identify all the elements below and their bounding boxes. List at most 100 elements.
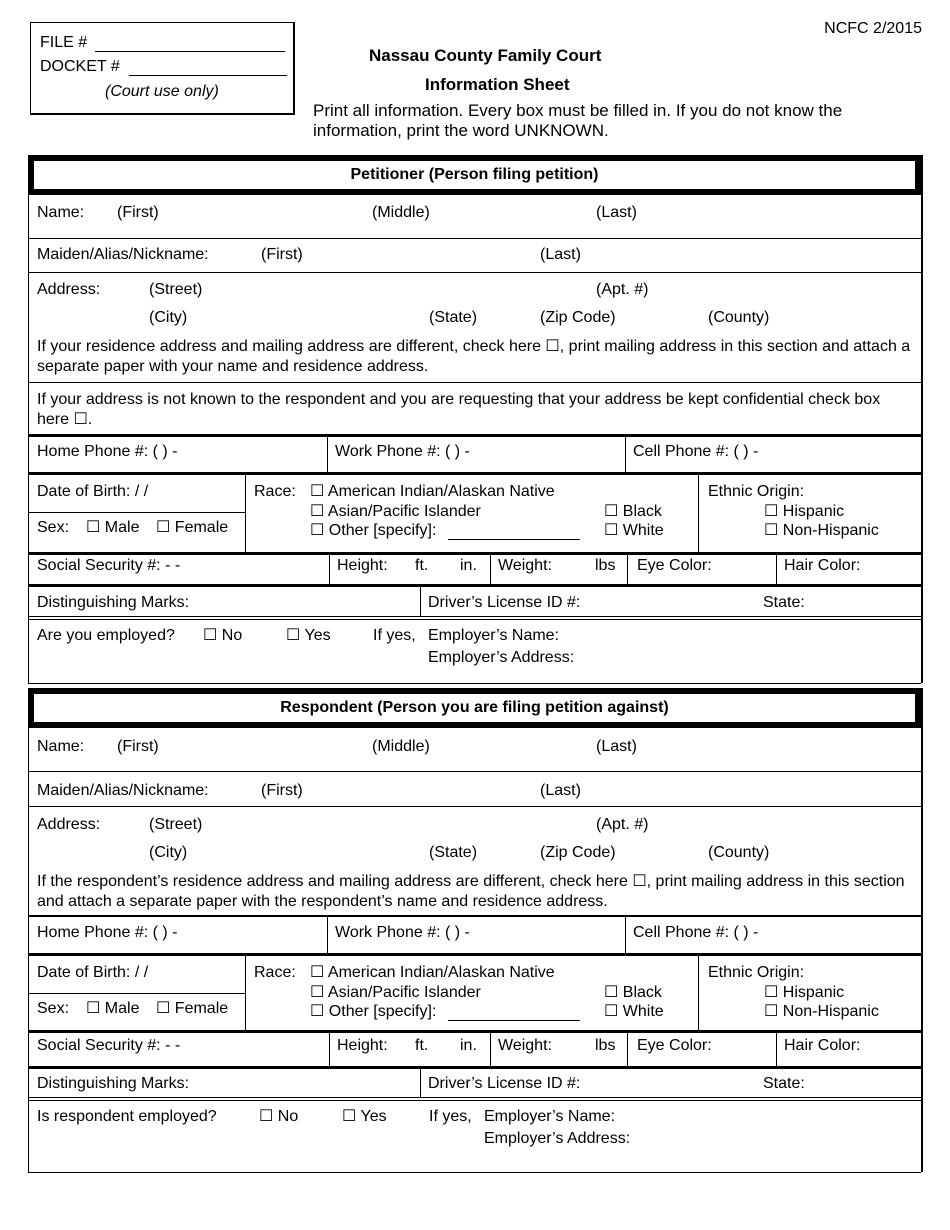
female-checkbox[interactable]: ☐ Female <box>156 519 228 537</box>
checkbox-icon[interactable]: ☐ <box>310 1003 329 1020</box>
checkbox-icon[interactable]: ☐ <box>203 627 222 644</box>
male-label: Male <box>104 1000 140 1017</box>
employed-yes-label: Yes <box>304 627 331 644</box>
work-phone-label[interactable]: Work Phone #: ( ) - <box>335 443 470 460</box>
black-checkbox[interactable]: ☐ Black <box>604 503 662 521</box>
black-label: Black <box>622 984 662 1001</box>
first-name-label: (First) <box>117 738 159 755</box>
social-security-label[interactable]: Social Security #: - - <box>37 1037 181 1054</box>
employed-yes-checkbox[interactable]: ☐ Yes <box>286 627 331 645</box>
checkbox-icon[interactable]: ☐ <box>310 522 329 539</box>
drivers-license-label: Driver’s License ID #: <box>428 594 581 611</box>
county-label: (County) <box>708 309 770 326</box>
black-checkbox[interactable]: ☐ Black <box>604 984 662 1002</box>
divider <box>776 552 777 584</box>
divider <box>28 512 245 513</box>
checkbox-icon[interactable]: ☐ <box>604 984 623 1001</box>
divider <box>327 915 328 953</box>
home-phone-label[interactable]: Home Phone #: ( ) - <box>37 443 178 460</box>
other-race-checkbox[interactable]: ☐ Other [specify]: <box>310 522 436 540</box>
checkbox-icon[interactable]: ☐ <box>156 1000 175 1017</box>
employed-yes-label: Yes <box>360 1108 387 1125</box>
maiden-label: Maiden/Alias/Nickname: <box>37 246 209 263</box>
date-of-birth-label[interactable]: Date of Birth: / / <box>37 964 149 981</box>
divider <box>921 155 923 683</box>
male-checkbox[interactable]: ☐ Male <box>86 519 139 537</box>
petitioner-section-header: Petitioner (Person filing petition) <box>28 155 921 195</box>
employed-question: Is respondent employed? <box>37 1108 217 1125</box>
female-checkbox[interactable]: ☐ Female <box>156 1000 228 1018</box>
cell-phone-label[interactable]: Cell Phone #: ( ) - <box>633 443 759 460</box>
date-of-birth-label[interactable]: Date of Birth: / / <box>37 483 149 500</box>
hispanic-checkbox[interactable]: ☐ Hispanic <box>764 503 844 521</box>
checkbox-icon[interactable]: ☐ <box>604 522 623 539</box>
divider <box>28 806 921 807</box>
checkbox-icon[interactable]: ☐ <box>764 522 783 539</box>
american-indian-checkbox[interactable]: ☐ American Indian/Alaskan Native <box>310 964 555 982</box>
ethnic-origin-label: Ethnic Origin: <box>708 483 805 500</box>
license-state-label: State: <box>763 594 805 611</box>
male-checkbox[interactable]: ☐ Male <box>86 1000 139 1018</box>
eye-color-label: Eye Color: <box>637 1037 712 1054</box>
employed-no-checkbox[interactable]: ☐ No <box>259 1108 298 1126</box>
file-number-field[interactable] <box>95 51 285 52</box>
maiden-last-label: (Last) <box>540 246 581 263</box>
employed-no-checkbox[interactable]: ☐ No <box>203 627 242 645</box>
asian-pacific-islander-checkbox[interactable]: ☐ Asian/Pacific Islander <box>310 503 481 521</box>
social-security-label[interactable]: Social Security #: - - <box>37 557 181 574</box>
white-checkbox[interactable]: ☐ White <box>604 522 664 540</box>
non-hispanic-label: Non-Hispanic <box>782 522 879 539</box>
checkbox-icon[interactable]: ☐ <box>156 519 175 536</box>
other-race-checkbox[interactable]: ☐ Other [specify]: <box>310 1003 436 1021</box>
asian-pacific-islander-checkbox[interactable]: ☐ Asian/Pacific Islander <box>310 984 481 1002</box>
divider <box>28 272 921 273</box>
checkbox-icon[interactable]: ☐ <box>764 984 783 1001</box>
checkbox-icon[interactable]: ☐ <box>286 627 305 644</box>
maiden-last-label: (Last) <box>540 782 581 799</box>
employed-question: Are you employed? <box>37 627 175 644</box>
white-checkbox[interactable]: ☐ White <box>604 1003 664 1021</box>
divider <box>776 1030 777 1066</box>
court-use-note: (Court use only) <box>105 83 219 100</box>
weight-lbs-label: lbs <box>595 557 616 574</box>
other-race-field[interactable] <box>448 1020 580 1021</box>
divider <box>28 552 921 555</box>
home-phone-label[interactable]: Home Phone #: ( ) - <box>37 924 178 941</box>
race-label: Race: <box>254 964 296 981</box>
height-label: Height: <box>337 557 388 574</box>
hispanic-checkbox[interactable]: ☐ Hispanic <box>764 984 844 1002</box>
divider <box>28 771 921 772</box>
divider <box>921 688 923 1172</box>
maiden-first-label: (First) <box>261 246 303 263</box>
distinguishing-marks-label: Distinguishing Marks: <box>37 594 190 611</box>
american-indian-checkbox[interactable]: ☐ American Indian/Alaskan Native <box>310 483 555 501</box>
ethnic-origin-label: Ethnic Origin: <box>708 964 805 981</box>
checkbox-icon[interactable]: ☐ <box>310 984 328 1001</box>
cell-phone-label[interactable]: Cell Phone #: ( ) - <box>633 924 759 941</box>
divider <box>28 584 921 587</box>
non-hispanic-checkbox[interactable]: ☐ Non-Hispanic <box>764 522 879 540</box>
checkbox-icon[interactable]: ☐ <box>310 964 328 981</box>
checkbox-icon[interactable]: ☐ <box>342 1108 361 1125</box>
checkbox-icon[interactable]: ☐ <box>310 483 328 500</box>
hair-color-label: Hair Color: <box>784 1037 861 1054</box>
employed-yes-checkbox[interactable]: ☐ Yes <box>342 1108 387 1126</box>
docket-number-field[interactable] <box>129 75 287 76</box>
checkbox-icon[interactable]: ☐ <box>764 503 783 520</box>
checkbox-icon[interactable]: ☐ <box>86 1000 105 1017</box>
street-label: (Street) <box>149 281 203 298</box>
divider <box>625 434 626 472</box>
checkbox-icon[interactable]: ☐ <box>310 503 328 520</box>
work-phone-label[interactable]: Work Phone #: ( ) - <box>335 924 470 941</box>
male-label: Male <box>104 519 140 536</box>
divider <box>627 1030 628 1066</box>
checkbox-icon[interactable]: ☐ <box>604 1003 623 1020</box>
mailing-address-note: If the respondent’s residence address an… <box>37 873 905 910</box>
other-race-field[interactable] <box>448 539 580 540</box>
checkbox-icon[interactable]: ☐ <box>764 1003 783 1020</box>
checkbox-icon[interactable]: ☐ <box>259 1108 278 1125</box>
if-yes-label: If yes, <box>429 1108 472 1125</box>
checkbox-icon[interactable]: ☐ <box>86 519 105 536</box>
non-hispanic-checkbox[interactable]: ☐ Non-Hispanic <box>764 1003 879 1021</box>
checkbox-icon[interactable]: ☐ <box>604 503 623 520</box>
